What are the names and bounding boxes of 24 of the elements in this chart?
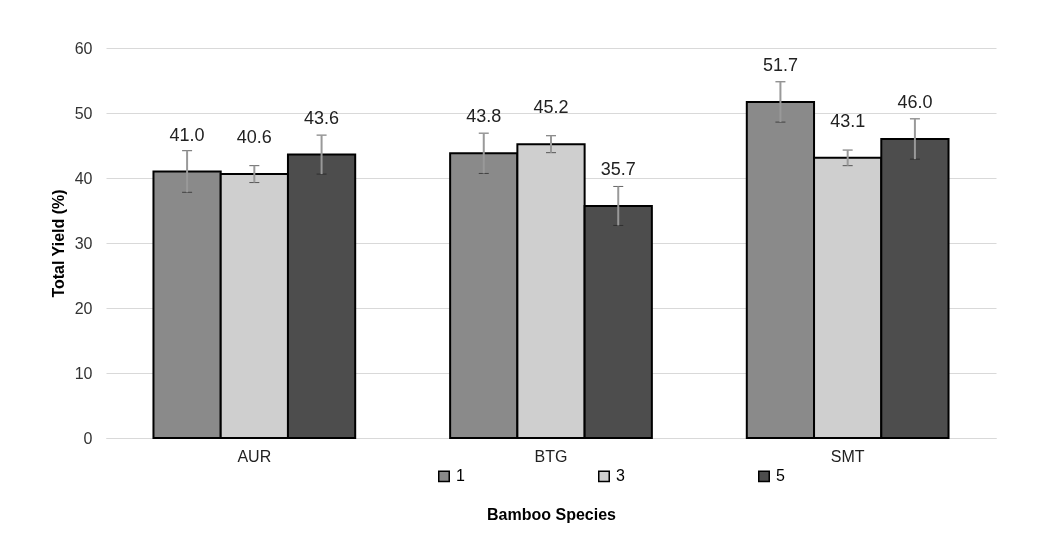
y-tick-label: 20 (74, 299, 93, 317)
y-tick-label: 0 (83, 429, 93, 447)
y-tick-label: 40 (74, 169, 93, 187)
data-label: 41.0 (169, 124, 205, 145)
y-axis-title: Total Yield (%) (49, 189, 67, 298)
legend-label: 1 (456, 467, 465, 485)
data-label: 45.2 (533, 97, 569, 118)
data-label: 51.7 (762, 54, 798, 75)
data-label: 35.7 (600, 158, 636, 179)
y-tick-label: 50 (74, 104, 93, 122)
data-label: 46.0 (897, 92, 933, 112)
x-tick-label: BTG (534, 447, 568, 465)
legend-label: 3 (616, 467, 625, 485)
data-label: 43.1 (830, 110, 866, 131)
data-label: 43.8 (466, 106, 502, 127)
x-axis-title: Bamboo Species (487, 505, 617, 523)
y-tick-label: 10 (74, 364, 93, 382)
data-label: 43.6 (304, 107, 340, 128)
x-tick-label: AUR (237, 447, 272, 465)
y-tick-label: 60 (74, 39, 93, 57)
x-tick-label: SMT (830, 447, 865, 465)
y-tick-label: 30 (74, 234, 93, 252)
data-label: 40.6 (236, 127, 272, 148)
legend-label: 5 (776, 467, 785, 485)
